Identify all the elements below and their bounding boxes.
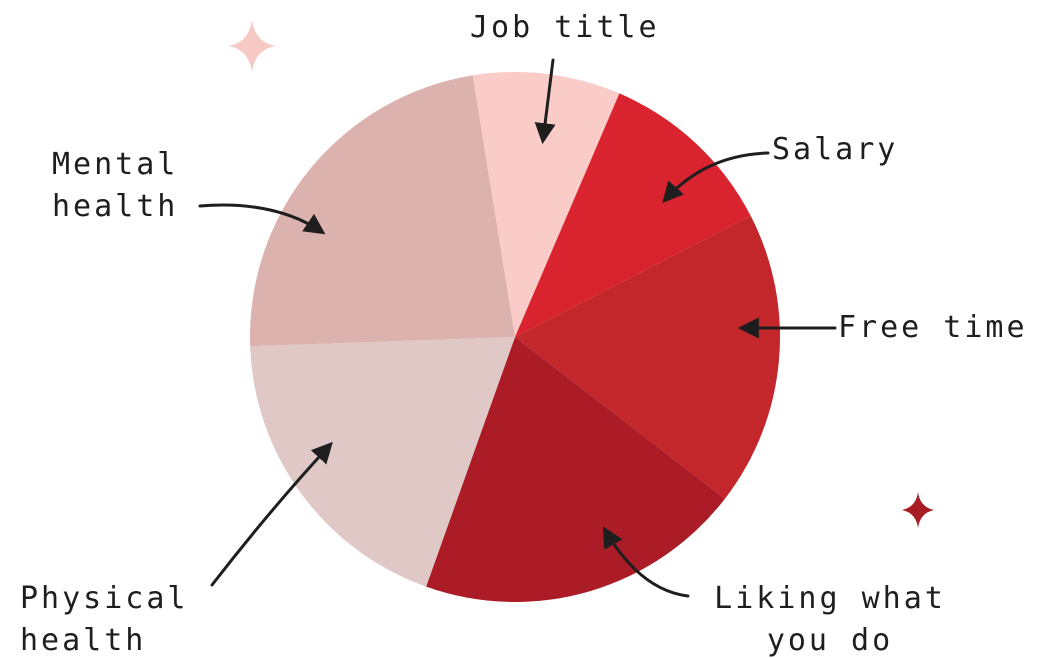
- slice-label: Liking what you do: [714, 581, 946, 658]
- sparkle: [229, 20, 275, 72]
- slice-label: Salary: [772, 132, 899, 167]
- slice-label: Job title: [470, 10, 660, 45]
- sparkle: [902, 492, 934, 528]
- slice-label: Free time: [838, 310, 1028, 345]
- pie-slice: [515, 93, 751, 337]
- pie-slice: [250, 337, 515, 587]
- arrows: [198, 58, 837, 598]
- pie-slice: [472, 72, 620, 337]
- arrow: [602, 526, 690, 598]
- pie-slice: [250, 75, 516, 347]
- slice-label: Physical health: [20, 581, 189, 658]
- arrow: [210, 441, 333, 587]
- arrow: [534, 58, 556, 145]
- pie-slice: [515, 215, 781, 499]
- arrow: [662, 151, 770, 204]
- pie-slice: [426, 337, 725, 602]
- arrow: [198, 203, 326, 235]
- pie: [250, 72, 781, 602]
- slice-label: Mental health: [52, 147, 179, 224]
